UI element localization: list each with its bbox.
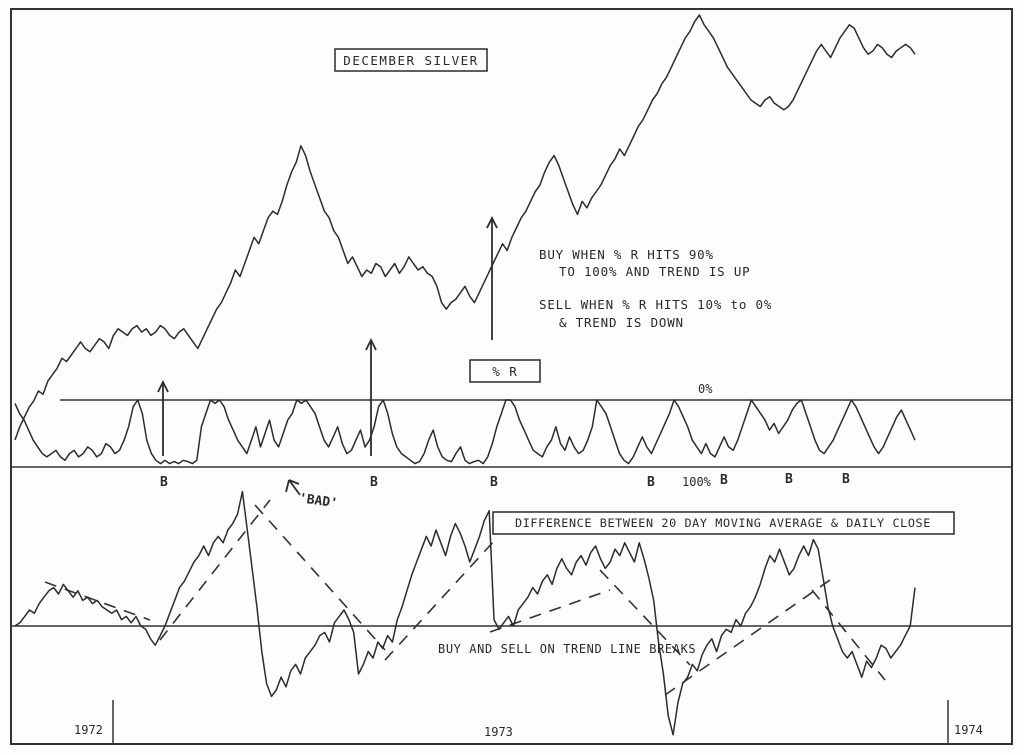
rule-buy-line1: BUY WHEN % R HITS 90%	[539, 247, 714, 262]
bottom-note: BUY AND SELL ON TREND LINE BREAKS	[438, 642, 696, 656]
trend-line	[489, 589, 611, 633]
buy-arrow	[486, 215, 498, 340]
percent-r-hundred-label: 100%	[682, 475, 712, 489]
trend-line	[664, 579, 831, 696]
buy-marker: B	[160, 475, 168, 490]
series-layer	[14, 14, 916, 736]
chart-title: DECEMBER SILVER	[343, 53, 478, 68]
percent-r-zero-label: 0%	[698, 382, 713, 396]
silver-price-line	[14, 14, 916, 441]
buy-arrow	[365, 337, 377, 456]
rule-sell-line2: & TREND IS DOWN	[559, 315, 684, 330]
buy-marker: B	[785, 472, 793, 487]
rule-sell-line1: SELL WHEN % R HITS 10% to 0%	[539, 297, 772, 312]
x-tick-1972: 1972	[74, 723, 103, 737]
buy-marker: B	[370, 475, 378, 490]
percent-r-title-box	[469, 359, 541, 383]
trend-line	[254, 504, 386, 651]
buy-arrow	[157, 379, 169, 456]
trend-line	[599, 569, 691, 666]
title-box	[334, 48, 488, 72]
buy-marker: B	[842, 472, 850, 487]
x-tick-1973: 1973	[484, 725, 513, 739]
bad-signal-arrow	[285, 479, 301, 496]
difference-title-box	[492, 511, 955, 535]
trend-line	[44, 581, 151, 621]
difference-line	[14, 490, 916, 736]
bad-signal-label: 'BAD'	[298, 491, 339, 511]
trend-line	[159, 499, 271, 641]
percent-r-line	[14, 399, 916, 465]
rule-buy-line2: TO 100% AND TREND IS UP	[559, 264, 751, 279]
buy-marker: B	[490, 475, 498, 490]
trend-line	[811, 589, 886, 681]
buy-marker: B	[720, 473, 728, 488]
buy-marker: B	[647, 475, 655, 490]
percent-r-title: % R	[492, 364, 518, 379]
trend-line	[384, 539, 496, 661]
difference-title: DIFFERENCE BETWEEN 20 DAY MOVING AVERAGE…	[515, 516, 931, 530]
x-tick-1974: 1974	[954, 723, 983, 737]
